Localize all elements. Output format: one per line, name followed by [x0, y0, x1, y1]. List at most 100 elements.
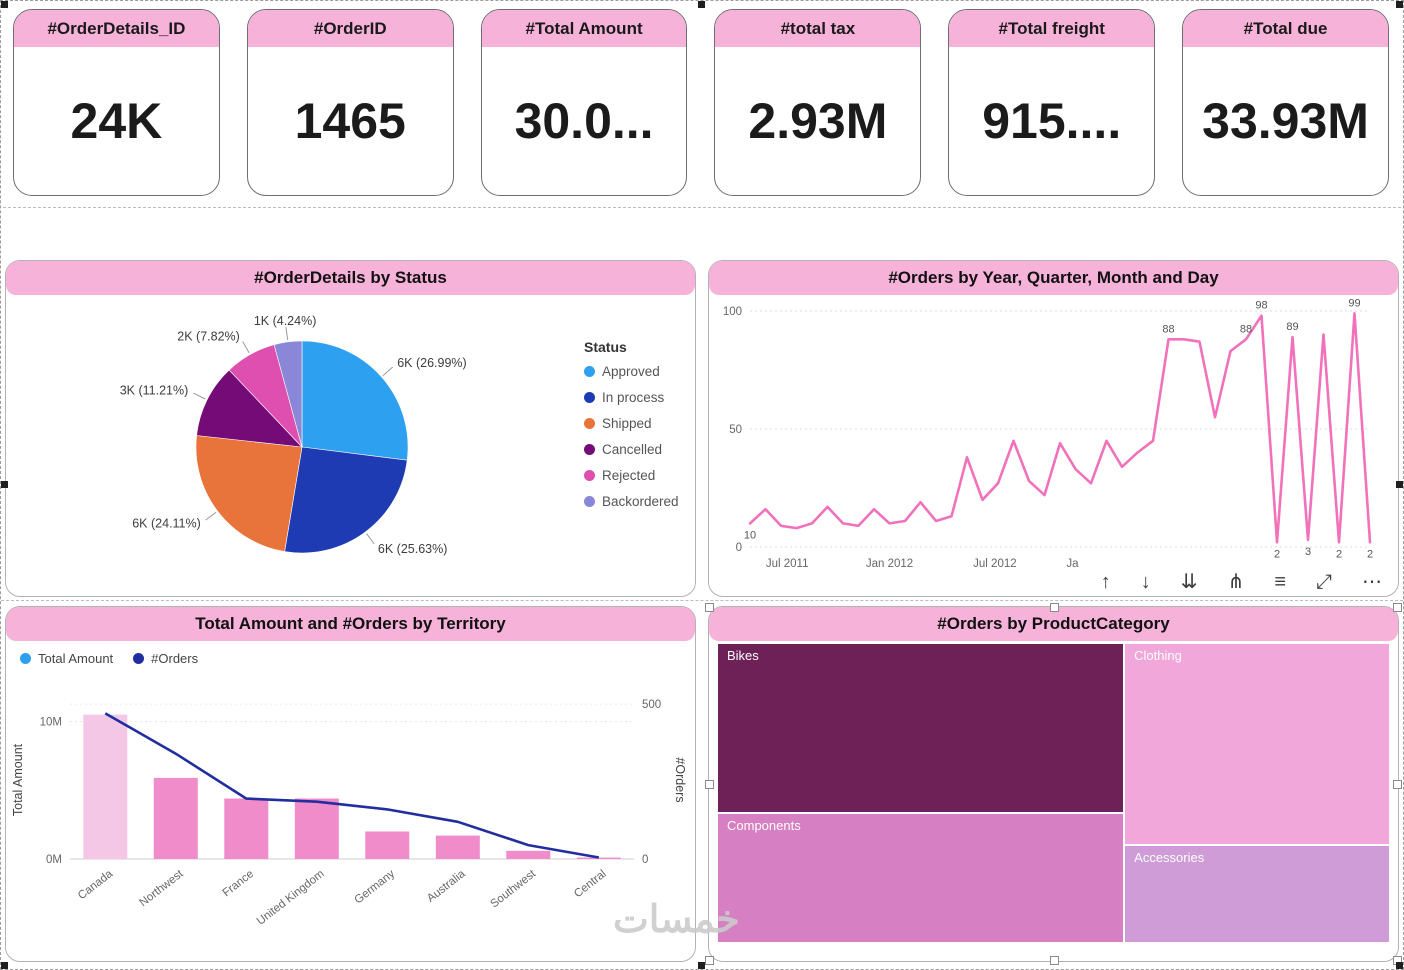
visuals-row-2: Total Amount and #Orders by Territory To… — [1, 603, 1403, 965]
visual-header-toolbar: ↑ ↓ ⇊ ⋔ ≡ ⤢ ⋯ — [1101, 572, 1382, 592]
pie-data-label: 6K (25.63%) — [378, 542, 447, 556]
combo-chart-area: Total Amount #Orders 10M 0M 500 0 Canada Nort… — [6, 641, 695, 959]
legend-item-rejected[interactable]: Rejected — [584, 468, 679, 483]
visual-resize-handle[interactable] — [705, 603, 714, 612]
legend-item-approved[interactable]: Approved — [584, 364, 679, 379]
legend-label: Shipped — [602, 416, 652, 431]
point-data-label: 89 — [1286, 321, 1298, 333]
treemap-tile-clothing[interactable]: Clothing — [1124, 643, 1390, 845]
visual-resize-handle[interactable] — [1393, 780, 1402, 789]
legend-item-in-process[interactable]: In process — [584, 390, 679, 405]
legend-item-backordered[interactable]: Backordered — [584, 494, 679, 509]
bar-canada[interactable] — [83, 714, 128, 859]
drill-mode-icon[interactable]: ⋔ — [1227, 571, 1245, 593]
kpi-card-orderdetails-id[interactable]: #OrderDetails_ID 24K — [13, 9, 220, 196]
treemap-tile-label: Accessories — [1134, 849, 1205, 865]
kpi-card-total-freight[interactable]: #Total freight 915.... — [948, 9, 1156, 196]
page-resize-handle[interactable] — [1396, 1, 1403, 8]
page-resize-handle[interactable] — [1, 962, 8, 969]
bar-france[interactable] — [224, 798, 269, 860]
page-resize-handle[interactable] — [1, 1, 8, 8]
line-chart-area: 100 50 0 Jul 2011 Jan 2012 Jul 2012 Ja 10 88 88 98… — [709, 295, 1398, 594]
legend-swatch-icon — [584, 366, 595, 377]
point-data-label: 88 — [1162, 323, 1174, 335]
x-category-label: Canada — [76, 868, 116, 903]
pie-slice-cancelled[interactable] — [196, 369, 303, 448]
legend-swatch-icon — [133, 652, 145, 664]
kpi-card-title: #OrderDetails_ID — [14, 10, 219, 47]
orders-line-series[interactable] — [104, 712, 600, 859]
panel-title: #Orders by Year, Quarter, Month and Day — [709, 261, 1398, 295]
x-tick-label: Jul 2012 — [973, 558, 1016, 570]
legend-label: Rejected — [602, 468, 656, 483]
right-tick-label: 0 — [642, 854, 648, 866]
filters-icon[interactable]: ≡ — [1274, 571, 1286, 593]
treemap-tile-bikes[interactable]: Bikes — [717, 643, 1125, 813]
point-data-label: 98 — [1255, 300, 1267, 312]
legend-item-orders[interactable]: #Orders — [133, 651, 198, 666]
combo-legend: Total Amount #Orders — [6, 641, 695, 667]
kpi-card-title: #total tax — [715, 10, 921, 47]
visual-resize-handle[interactable] — [705, 780, 714, 789]
visual-resize-handle[interactable] — [1049, 956, 1059, 965]
expand-next-level-icon[interactable]: ⇊ — [1180, 571, 1198, 593]
kpi-card-total-due[interactable]: #Total due 33.93M — [1182, 9, 1389, 196]
bar-southwest[interactable] — [506, 850, 551, 859]
more-options-icon[interactable]: ⋯ — [1362, 571, 1382, 593]
panel-orders-by-productcategory: #Orders by ProductCategory Bikes Componen… — [705, 603, 1402, 965]
left-axis-title: Total Amount — [11, 743, 25, 816]
treemap-tile-components[interactable]: Components — [717, 812, 1125, 943]
bar-united-kingdom[interactable] — [294, 798, 339, 860]
pie-data-label: 2K (7.82%) — [177, 329, 240, 343]
kpi-card-title: #Total Amount — [481, 10, 687, 47]
pie-leader-line — [242, 341, 250, 354]
page-resize-handle[interactable] — [698, 1, 705, 8]
visual-resize-handle[interactable] — [705, 956, 714, 965]
legend-item-total-amount[interactable]: Total Amount — [20, 651, 113, 666]
legend-swatch-icon — [584, 444, 595, 455]
pie-slice-shipped[interactable] — [195, 435, 303, 552]
drill-up-icon[interactable]: ↑ — [1100, 571, 1111, 593]
bar-central[interactable] — [576, 857, 621, 859]
page-resize-handle[interactable] — [698, 962, 705, 969]
treemap-area: Bikes Components Clothing Accessories — [709, 641, 1398, 959]
legend-item-shipped[interactable]: Shipped — [584, 416, 679, 431]
drill-down-icon[interactable]: ↓ — [1140, 571, 1151, 593]
legend-label: In process — [602, 390, 665, 405]
pie-leader-line — [205, 511, 217, 521]
kpi-card-title: #OrderID — [247, 10, 453, 47]
visual-resize-handle[interactable] — [1049, 603, 1059, 612]
y-tick-label: 100 — [723, 306, 742, 318]
pie-slice-backordered[interactable] — [273, 340, 303, 448]
page-resize-handle[interactable] — [1, 481, 8, 488]
kpi-card-total-tax[interactable]: #total tax 2.93M — [714, 9, 922, 196]
legend-label: #Orders — [151, 650, 199, 666]
kpi-card-value: 1465 — [294, 93, 406, 149]
kpi-card-title: #Total due — [1183, 10, 1388, 47]
x-category-label: United Kingdom — [255, 868, 327, 928]
legend-item-cancelled[interactable]: Cancelled — [584, 442, 679, 457]
kpi-card-value: 30.0... — [514, 93, 654, 149]
treemap-tile-accessories[interactable]: Accessories — [1124, 844, 1390, 943]
visual-resize-handle[interactable] — [1393, 603, 1402, 612]
kpi-card-total-amount[interactable]: #Total Amount 30.0... — [480, 9, 688, 196]
page-resize-handle[interactable] — [1396, 962, 1403, 969]
bar-australia[interactable] — [435, 835, 480, 859]
kpi-card-value: 33.93M — [1202, 93, 1369, 149]
kpi-card-value: 2.93M — [748, 93, 888, 149]
page-resize-handle[interactable] — [1396, 481, 1403, 488]
status-legend: Status Approved In process Shipped — [584, 339, 679, 520]
orders-line-series[interactable] — [748, 312, 1372, 544]
x-tick-label: Jan 2012 — [866, 558, 913, 570]
kpi-card-orderid[interactable]: #OrderID 1465 — [246, 9, 454, 196]
x-category-label: Northwest — [137, 867, 186, 909]
pie-slice-approved[interactable] — [301, 340, 409, 461]
watermark: خمسات — [613, 899, 740, 941]
focus-mode-icon[interactable]: ⤢ — [1316, 571, 1332, 593]
pie-leader-line — [366, 533, 375, 545]
bar-northwest[interactable] — [153, 777, 198, 859]
pie-slice-in-process[interactable] — [284, 446, 408, 554]
legend-label: Cancelled — [602, 442, 663, 457]
bar-germany[interactable] — [365, 831, 410, 860]
